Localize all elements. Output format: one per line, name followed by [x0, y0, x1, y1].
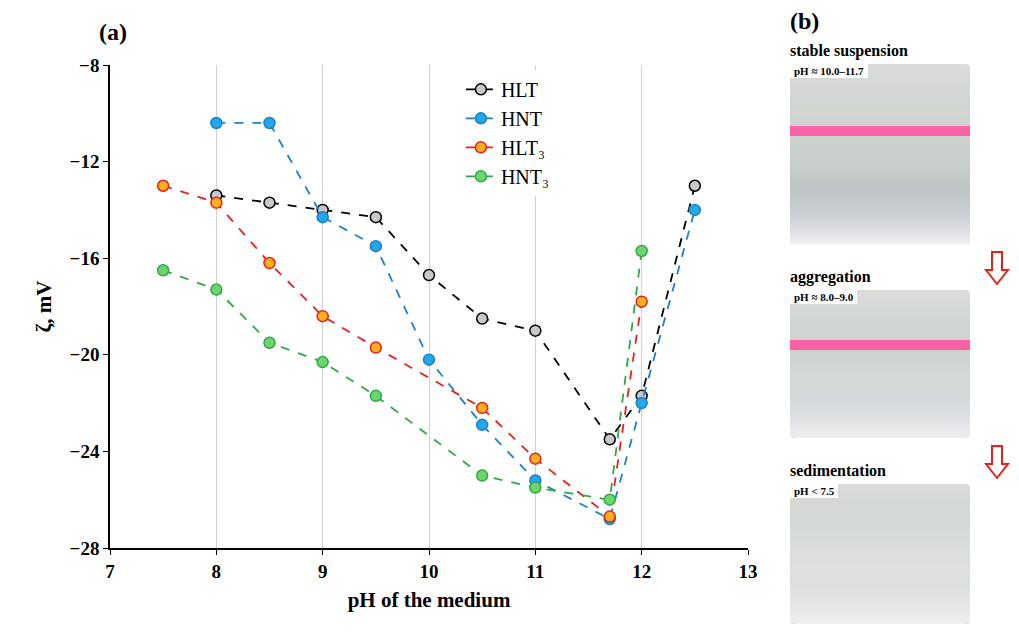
svg-text:pH of the medium: pH of the medium [348, 588, 511, 612]
svg-text:−16: −16 [70, 248, 100, 269]
html-text:stable suspension: stable suspension [790, 42, 908, 59]
svg-text:9: 9 [318, 561, 328, 582]
svg-text:10: 10 [420, 561, 439, 582]
svg-text:−8: −8 [79, 55, 99, 76]
svg-text:HLT: HLT [501, 79, 538, 101]
svg-text:−24: −24 [70, 441, 100, 462]
html-text:pH ≈ 10.0–11.7: pH ≈ 10.0–11.7 [794, 65, 864, 77]
svg-text:−20: −20 [70, 344, 100, 365]
svg-text:−12: −12 [70, 151, 100, 172]
svg-text:(a): (a) [99, 19, 127, 45]
svg-text:8: 8 [212, 561, 222, 582]
html-text:(b): (b) [790, 8, 820, 34]
svg-text:HNT₃: HNT₃ [501, 166, 549, 188]
html-text:sedimentation: sedimentation [790, 462, 886, 479]
svg-text:−28: −28 [70, 538, 100, 559]
html-text:pH ≈ 8.0–9.0: pH ≈ 8.0–9.0 [794, 291, 854, 303]
html-text:pH < 7.5: pH < 7.5 [794, 485, 835, 497]
svg-text:ζ, mV: ζ, mV [32, 281, 56, 333]
svg-text:12: 12 [632, 561, 651, 582]
svg-text:HLT₃: HLT₃ [501, 137, 545, 159]
svg-text:HNT: HNT [501, 108, 542, 130]
svg-text:11: 11 [526, 561, 544, 582]
html-text:aggregation: aggregation [790, 268, 871, 285]
svg-text:7: 7 [105, 561, 115, 582]
svg-text:13: 13 [739, 561, 758, 582]
